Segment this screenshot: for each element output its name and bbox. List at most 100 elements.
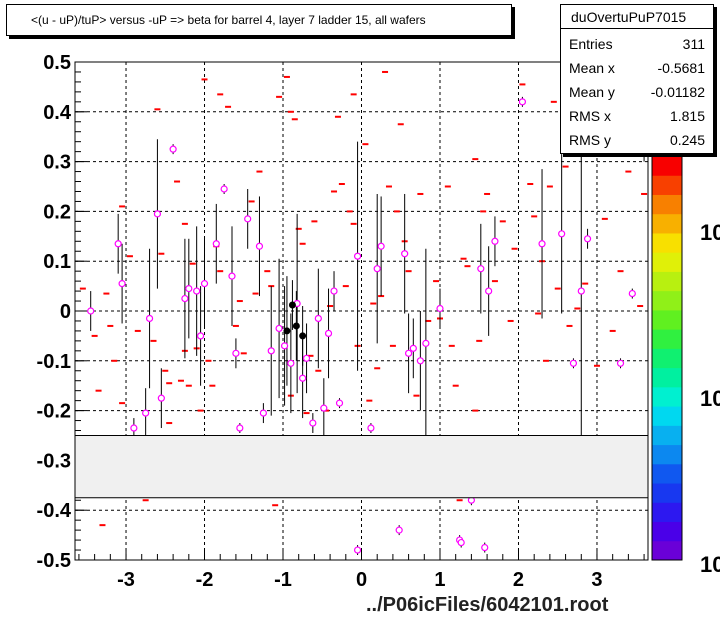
- palette-cell: [652, 444, 682, 465]
- stats-value: -0.01182: [650, 84, 705, 100]
- x-tick-label: 2: [513, 569, 524, 591]
- x-tick-label: -3: [117, 569, 135, 591]
- data-point: [491, 237, 499, 245]
- stats-value: 311: [682, 36, 705, 52]
- palette-cell: [652, 425, 682, 446]
- palette-cell: [652, 232, 682, 253]
- axes: -3 -2 -1 0 1 2 3 -0.5 -0.4 -0.3 -0.2 -0.1 0 0.1 0.2 0.3…: [37, 52, 645, 591]
- palette-cell: [652, 329, 682, 349]
- data-point: [401, 250, 409, 258]
- stats-row-entries: Entries 311: [561, 33, 713, 57]
- palette-cell: [652, 348, 682, 369]
- data-point: [130, 424, 138, 432]
- data-point: [275, 324, 283, 333]
- excluded-band-rect: [74, 435, 649, 499]
- data-point: [309, 419, 317, 427]
- stats-row-rms-y: RMS y 0.245: [561, 129, 713, 153]
- palette-cell: [652, 463, 682, 484]
- stats-row-mean-x: Mean x -0.5681: [561, 57, 713, 81]
- palette-cell: [652, 386, 682, 407]
- y-tick-label: -0.4: [37, 500, 72, 522]
- data-point: [353, 252, 362, 260]
- data-point: [367, 424, 375, 432]
- x-tick-label: 0: [356, 569, 367, 591]
- filled-data-point: [283, 327, 291, 335]
- stats-row-mean-y: Mean y -0.01182: [561, 81, 713, 105]
- data-point: [404, 349, 413, 357]
- stats-value: 1.815: [669, 108, 705, 124]
- palette-cell: [652, 367, 682, 388]
- data-point: [299, 374, 307, 382]
- data-point: [232, 349, 240, 357]
- data-point: [457, 538, 465, 547]
- data-point: [87, 307, 95, 315]
- data-point: [236, 424, 244, 432]
- palette-label: 10: [700, 220, 720, 245]
- x-tick-label: 3: [591, 569, 602, 591]
- data-point: [628, 289, 636, 298]
- data-point: [212, 240, 220, 248]
- y-tick-label: 0.5: [43, 52, 71, 74]
- profile-markers: [87, 70, 648, 554]
- data-point: [181, 294, 189, 303]
- y-tick-label: 0.2: [43, 201, 71, 223]
- palette-cell: [652, 502, 682, 523]
- y-tick-label: -0.2: [37, 401, 71, 423]
- palette-cell: [652, 290, 682, 311]
- palette-cell: [652, 175, 682, 195]
- data-point: [200, 280, 209, 288]
- data-point: [583, 235, 592, 243]
- x-tick-label: -2: [196, 569, 214, 591]
- y-tick-label: -0.3: [37, 450, 71, 472]
- stats-value: 0.245: [669, 132, 705, 148]
- data-point: [353, 546, 362, 554]
- data-point: [145, 314, 154, 323]
- data-point: [280, 342, 289, 350]
- data-point: [538, 240, 546, 248]
- stats-row-rms-x: RMS x 1.815: [561, 105, 713, 129]
- stats-header: duOvertuPuP7015: [561, 5, 713, 29]
- data-point: [409, 344, 417, 352]
- data-point: [196, 332, 205, 340]
- data-point: [569, 359, 578, 367]
- palette-label: 10: [700, 552, 720, 577]
- x-tick-label: 1: [434, 569, 445, 591]
- footer-filename: ../P06icFiles/6042101.root: [366, 594, 609, 616]
- data-point: [481, 543, 489, 552]
- y-tick-label: 0.3: [43, 152, 71, 174]
- data-point: [436, 304, 444, 313]
- data-point: [373, 265, 381, 273]
- data-point: [169, 145, 177, 153]
- data-point: [142, 409, 150, 417]
- stats-key: RMS y: [569, 132, 611, 148]
- data-point: [153, 210, 162, 218]
- data-point: [416, 357, 424, 365]
- y-tick-label: 0.4: [43, 102, 72, 124]
- data-point: [302, 354, 311, 362]
- palette-cell: [652, 213, 682, 234]
- data-point: [118, 280, 126, 288]
- data-point: [558, 230, 566, 238]
- data-point: [422, 339, 430, 347]
- data-point: [320, 404, 328, 412]
- excluded-band: [74, 435, 649, 499]
- data-point: [395, 526, 403, 534]
- palette-cell: [652, 483, 682, 503]
- color-palette: 10 10 10: [651, 155, 720, 577]
- data-point: [330, 287, 338, 295]
- palette-cell: [652, 271, 682, 292]
- data-point: [193, 287, 201, 295]
- palette-frame: [651, 155, 683, 561]
- stats-value: -0.5681: [657, 60, 705, 76]
- data-point: [335, 399, 344, 407]
- filled-data-point: [299, 332, 307, 340]
- y-tick-label: 0: [60, 301, 71, 323]
- y-tick-label: -0.5: [37, 550, 71, 572]
- data-point: [259, 409, 267, 417]
- data-point: [287, 359, 295, 367]
- palette-cell: [652, 309, 682, 330]
- palette-cell: [652, 521, 682, 542]
- data-point: [157, 394, 165, 402]
- stats-name: duOvertuPuP7015: [571, 9, 687, 25]
- data-point: [324, 329, 333, 338]
